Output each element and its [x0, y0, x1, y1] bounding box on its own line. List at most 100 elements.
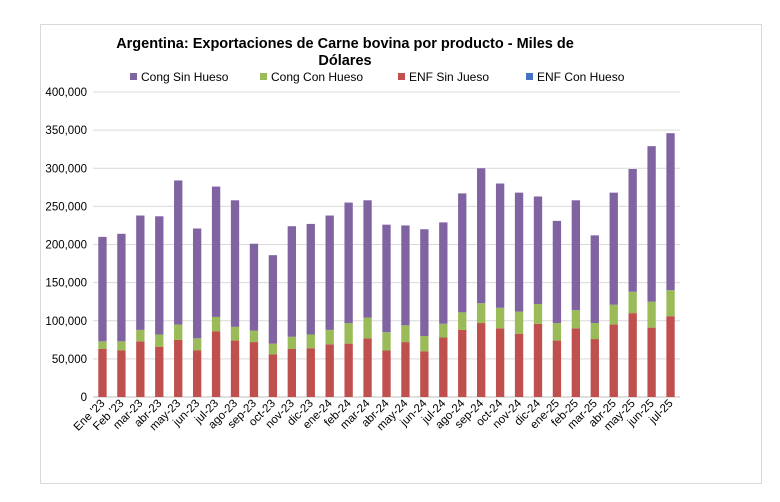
legend-item-cong-con-hueso[interactable]: Cong Con Hueso [260, 70, 363, 84]
bar-enf-sin-jueso [344, 343, 353, 397]
bar-cong-con-hueso [192, 338, 202, 351]
bar-cong-con-hueso [136, 329, 145, 342]
bar-cong-con-hueso [268, 343, 278, 355]
bar-cong-sin-hueso [420, 229, 429, 336]
bar-cong-sin-hueso [174, 180, 183, 325]
bar-cong-sin-hueso [533, 196, 543, 304]
bar-enf-sin-jueso [477, 323, 486, 397]
bar-cong-sin-hueso [268, 255, 278, 344]
y-tick-label: 100,000 [45, 316, 87, 328]
bar-cong-con-hueso [420, 336, 429, 352]
bar-cong-con-hueso [249, 330, 259, 343]
bar-enf-sin-jueso [249, 342, 259, 397]
bar-enf-sin-jueso [306, 348, 315, 397]
bar-cong-sin-hueso [287, 226, 296, 337]
bar-cong-sin-hueso [571, 200, 581, 311]
legend-label: ENF Con Hueso [537, 70, 625, 84]
chart-title-line-1: Argentina: Exportaciones de Carne bovina… [116, 36, 574, 52]
bar-cong-con-hueso [363, 317, 372, 339]
legend-swatch [260, 73, 267, 80]
chart-title-line-2: Dólares [318, 53, 372, 69]
bar-cong-sin-hueso [136, 215, 145, 330]
bar-enf-sin-jueso [439, 337, 448, 397]
bar-cong-sin-hueso [666, 133, 675, 291]
legend-swatch [130, 73, 137, 80]
bar-cong-con-hueso [647, 301, 656, 328]
bar-cong-con-hueso [571, 310, 581, 329]
bar-enf-sin-jueso [268, 354, 278, 397]
legend-swatch [526, 73, 533, 80]
bar-cong-sin-hueso [230, 200, 240, 327]
bar-cong-con-hueso [495, 307, 505, 329]
bar-cong-con-hueso [98, 341, 107, 349]
legend-label: Cong Sin Hueso [141, 70, 229, 84]
bar-cong-sin-hueso [344, 202, 353, 324]
y-tick-label: 350,000 [45, 125, 87, 137]
bar-enf-sin-jueso [590, 339, 599, 397]
bar-cong-sin-hueso [155, 216, 164, 335]
legend-item-enf-con-hueso[interactable]: ENF Con Hueso [526, 70, 624, 84]
bar-cong-con-hueso [117, 341, 126, 351]
bar-cong-con-hueso [552, 323, 562, 341]
bar-enf-sin-jueso [647, 327, 656, 397]
legend-item-cong-sin-hueso[interactable]: Cong Sin Hueso [130, 70, 228, 84]
bar-cong-con-hueso [533, 303, 543, 324]
y-tick-label: 50,000 [52, 354, 87, 366]
bar-enf-sin-jueso [325, 344, 334, 397]
bar-cong-sin-hueso [477, 168, 486, 304]
bar-cong-sin-hueso [590, 235, 599, 324]
bar-cong-sin-hueso [552, 220, 562, 324]
bar-enf-sin-jueso [230, 340, 240, 397]
legend-swatch [398, 73, 405, 80]
bar-cong-sin-hueso [98, 236, 107, 342]
y-tick-label: 250,000 [45, 201, 87, 213]
bar-enf-sin-jueso [117, 350, 126, 397]
bar-cong-sin-hueso [363, 200, 372, 318]
bar-cong-con-hueso [382, 332, 391, 351]
bar-cong-con-hueso [155, 334, 164, 347]
y-tick-label: 300,000 [45, 163, 87, 175]
bar-cong-sin-hueso [514, 192, 524, 312]
bar-enf-sin-jueso [458, 329, 467, 397]
bar-cong-sin-hueso [382, 224, 391, 333]
bar-cong-sin-hueso [495, 183, 505, 308]
bar-cong-con-hueso [211, 316, 221, 332]
y-tick-label: 400,000 [45, 87, 87, 99]
bar-enf-sin-jueso [155, 346, 164, 397]
bar-cong-con-hueso [590, 323, 599, 340]
bar-cong-sin-hueso [192, 228, 202, 339]
bar-enf-sin-jueso [514, 333, 524, 397]
bar-enf-sin-jueso [211, 331, 221, 397]
bar-enf-sin-jueso [382, 350, 391, 397]
bar-enf-sin-jueso [192, 350, 202, 397]
bar-cong-sin-hueso [458, 193, 467, 313]
bar-enf-sin-jueso [363, 338, 372, 397]
bar-enf-sin-jueso [628, 313, 637, 397]
bar-enf-sin-jueso [401, 342, 410, 397]
bar-cong-con-hueso [287, 336, 296, 349]
bar-cong-con-hueso [514, 311, 524, 334]
bar-enf-sin-jueso [666, 316, 675, 397]
bar-cong-sin-hueso [211, 186, 221, 317]
bar-cong-sin-hueso [117, 233, 126, 342]
bar-enf-sin-jueso [495, 328, 505, 397]
bar-enf-sin-jueso [533, 323, 543, 397]
bar-cong-con-hueso [174, 324, 183, 340]
bar-cong-sin-hueso [647, 146, 656, 302]
bar-cong-con-hueso [439, 323, 448, 338]
legend: Cong Sin Hueso Cong Con Hueso ENF Sin Ju… [130, 70, 650, 84]
bar-cong-sin-hueso [325, 215, 334, 330]
bar-enf-sin-jueso [571, 328, 581, 397]
bar-enf-sin-jueso [174, 339, 183, 397]
legend-item-enf-sin-jueso[interactable]: ENF Sin Jueso [398, 70, 489, 84]
bar-cong-sin-hueso [401, 225, 410, 326]
bar-enf-sin-jueso [552, 340, 562, 397]
bar-cong-sin-hueso [628, 169, 637, 292]
bar-cong-con-hueso [477, 303, 486, 324]
chart-title: Argentina: Exportaciones de Carne bovina… [100, 36, 590, 70]
bar-enf-sin-jueso [609, 324, 618, 397]
bar-cong-con-hueso [401, 325, 410, 343]
bar-cong-con-hueso [458, 312, 467, 330]
bar-cong-con-hueso [628, 291, 637, 314]
